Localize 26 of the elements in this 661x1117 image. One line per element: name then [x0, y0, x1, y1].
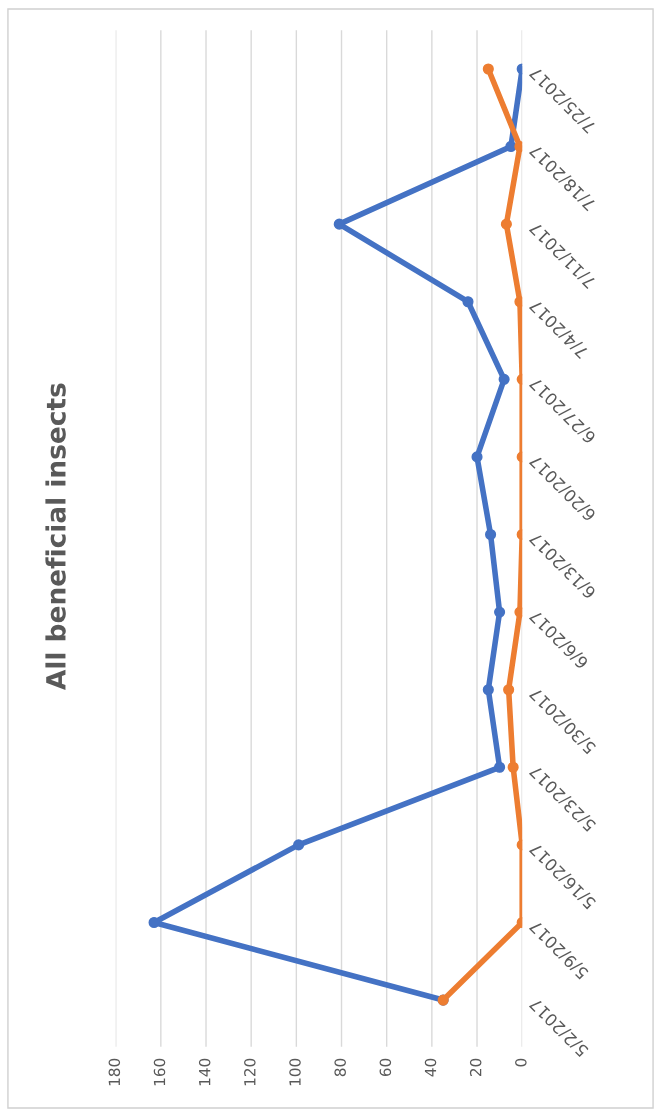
x-tick-label: 0 — [515, 1058, 527, 1067]
x-tick-label: 80 — [334, 1058, 346, 1077]
point — [482, 684, 494, 696]
point — [494, 761, 506, 773]
point — [494, 606, 506, 618]
x-tick-label: 120 — [244, 1058, 256, 1086]
point — [482, 63, 494, 75]
x-tick-label: 60 — [379, 1058, 392, 1077]
point — [503, 684, 515, 696]
point — [498, 373, 510, 385]
point — [514, 296, 523, 308]
x-tick-label: 160 — [153, 1058, 166, 1086]
point — [293, 839, 305, 851]
point — [462, 296, 474, 308]
point — [505, 140, 517, 153]
x-tick-label: 180 — [108, 1058, 121, 1086]
x-tick-label: 140 — [198, 1058, 211, 1086]
point — [507, 761, 519, 773]
x-tick-label: 20 — [469, 1058, 482, 1077]
text: All beneficial insects — [45, 383, 66, 690]
x-tick-label: 40 — [424, 1058, 437, 1077]
point — [514, 606, 523, 618]
point — [500, 218, 512, 230]
x-tick-label: 100 — [289, 1058, 301, 1086]
point — [471, 451, 483, 463]
point — [485, 528, 497, 541]
